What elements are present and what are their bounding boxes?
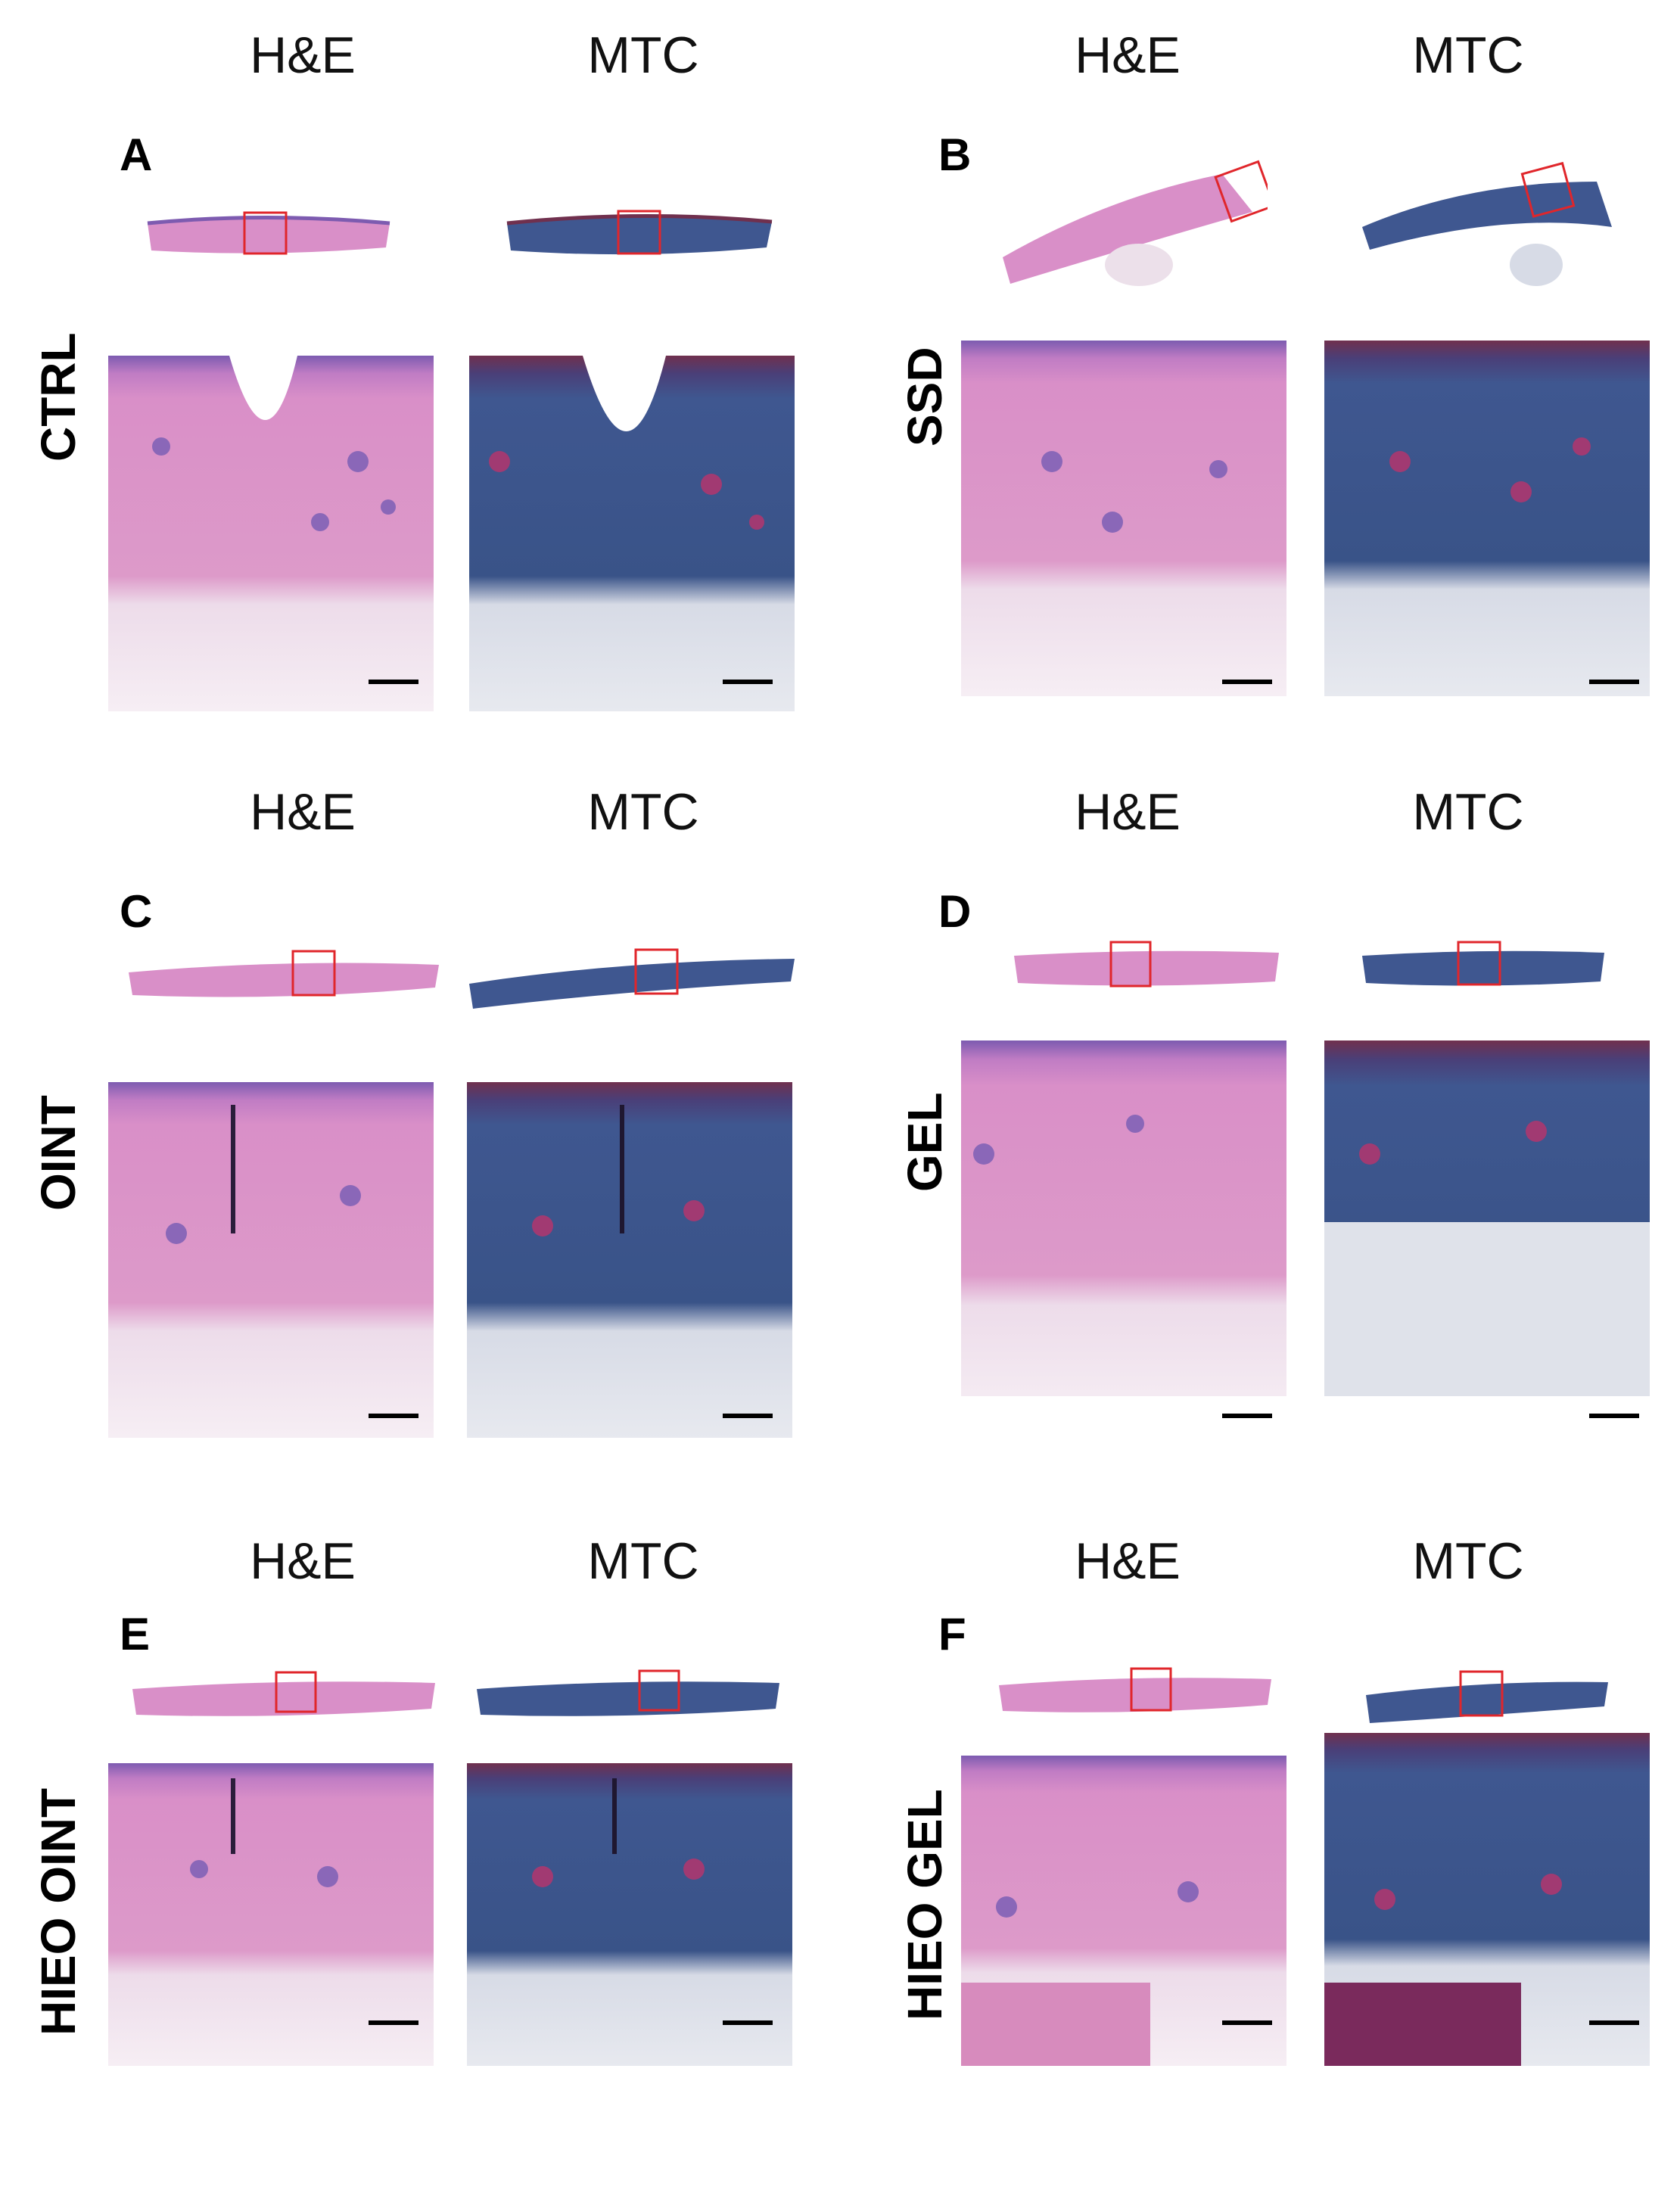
- micrograph-mtc: [467, 1763, 792, 2119]
- panel-letter: B: [938, 129, 972, 180]
- group-label: SSD: [898, 347, 952, 446]
- panel-letter: C: [120, 886, 153, 937]
- overview-he-thumbnail: [125, 942, 443, 1010]
- scale-bar: [723, 2020, 773, 2025]
- scale-bar: [1589, 2020, 1639, 2025]
- overview-he-thumbnail: [995, 151, 1268, 295]
- scale-bar: [1222, 1414, 1272, 1418]
- overview-mtc-thumbnail: [1362, 1661, 1612, 1729]
- overview-mtc-thumbnail: [473, 1665, 783, 1725]
- micrograph-he: [108, 1763, 434, 2119]
- group-label: GEL: [898, 1092, 952, 1192]
- micrograph-mtc: [1324, 341, 1650, 696]
- overview-mtc-thumbnail: [1358, 935, 1608, 1003]
- overview-mtc-thumbnail: [1355, 151, 1627, 295]
- stain-label-he: H&E: [1075, 26, 1181, 84]
- micrograph-he: [961, 1041, 1286, 1396]
- panel-letter: E: [120, 1609, 151, 1660]
- scale-bar: [369, 2020, 418, 2025]
- stain-label-mtc: MTC: [587, 1532, 699, 1590]
- micrograph-he: [108, 356, 434, 711]
- scale-bar: [1222, 2020, 1272, 2025]
- panel-a: H&E MTC A CTRL: [0, 0, 840, 711]
- micrograph-he: [961, 1756, 1286, 2111]
- group-label: CTRL: [31, 332, 86, 462]
- stain-label-he: H&E: [1075, 1532, 1181, 1590]
- overview-he-thumbnail: [995, 1661, 1275, 1722]
- micrograph-mtc: [1324, 1733, 1650, 2089]
- micrograph-mtc: [469, 356, 795, 711]
- group-label: HIEO OINT: [31, 1787, 86, 2036]
- overview-he-thumbnail: [1010, 935, 1283, 1003]
- panel-letter: A: [120, 129, 153, 180]
- overview-mtc-thumbnail: [503, 201, 776, 269]
- overview-he-thumbnail: [129, 1665, 439, 1725]
- micrograph-mtc: [467, 1082, 792, 1438]
- scale-bar: [1589, 680, 1639, 684]
- panel-c: H&E MTC C OINT: [0, 757, 840, 1444]
- stain-label-mtc: MTC: [1412, 1532, 1524, 1590]
- panel-letter: D: [938, 886, 972, 937]
- panel-f: H&E MTC F HIEO GEL: [840, 1506, 1680, 2193]
- stain-label-mtc: MTC: [1412, 26, 1524, 84]
- micrograph-mtc: [1324, 1041, 1650, 1396]
- scale-bar: [723, 680, 773, 684]
- stain-label-mtc: MTC: [587, 783, 699, 841]
- scale-bar: [369, 680, 418, 684]
- group-label: OINT: [31, 1095, 86, 1211]
- panel-letter: F: [938, 1609, 966, 1660]
- group-label: HIEO GEL: [898, 1789, 952, 2020]
- stain-label-he: H&E: [250, 1532, 356, 1590]
- panel-b: H&E MTC B SSD: [840, 0, 1680, 696]
- stain-label-he: H&E: [1075, 783, 1181, 841]
- scale-bar: [1222, 680, 1272, 684]
- scale-bar: [369, 1414, 418, 1418]
- micrograph-he: [108, 1082, 434, 1438]
- panel-e: H&E MTC E HIEO OINT: [0, 1506, 840, 2193]
- micrograph-he: [961, 341, 1286, 696]
- stain-label-mtc: MTC: [1412, 783, 1524, 841]
- overview-he-thumbnail: [144, 201, 394, 269]
- panel-d: H&E MTC D GEL: [840, 757, 1680, 1444]
- scale-bar: [723, 1414, 773, 1418]
- stain-label-mtc: MTC: [587, 26, 699, 84]
- stain-label-he: H&E: [250, 26, 356, 84]
- scale-bar: [1589, 1414, 1639, 1418]
- stain-label-he: H&E: [250, 783, 356, 841]
- overview-mtc-thumbnail: [465, 942, 798, 1014]
